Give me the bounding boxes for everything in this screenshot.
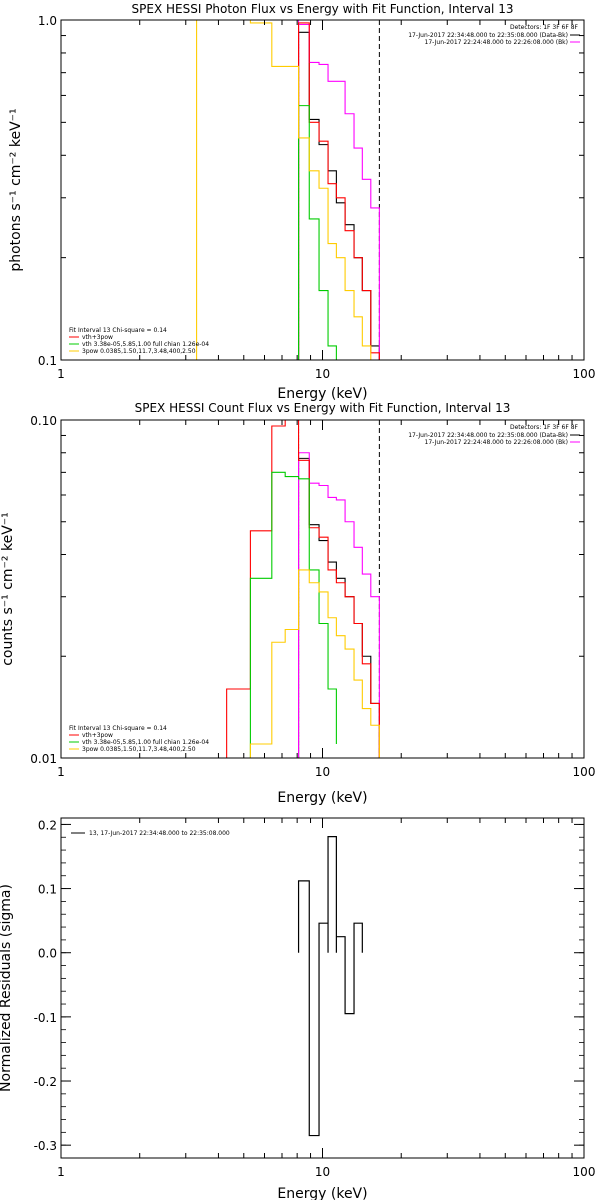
legend-entry: vth+3pow xyxy=(82,732,113,739)
series-vth-3pow xyxy=(226,420,380,758)
legend-entry: vth 3.38e-05,5.85,1.00 full chian 1.26e-… xyxy=(82,341,209,348)
legend-entry: 3pow 0.0385,1.50,11.7,3.48,400,2.50 xyxy=(82,746,196,753)
y-axis-label: Normalized Residuals (sigma) xyxy=(0,884,14,1092)
legend-entry: 3pow 0.0385,1.50,11.7,3.48,400,2.50 xyxy=(82,348,196,355)
chart-panel-3: 1 10 100 0.2 0.1 0.0 -0.1 -0.2 -0.3 Energy (keV) N… xyxy=(0,817,595,1200)
y-tick-label: 0.0 xyxy=(38,947,57,961)
x-tick-label: 10 xyxy=(315,765,330,779)
x-axis-label: Energy (keV) xyxy=(277,386,367,402)
residual-bar xyxy=(328,837,336,953)
residual-bar xyxy=(345,953,354,1014)
x-tick-label: 1 xyxy=(57,765,65,779)
y-tick-label: 1.0 xyxy=(38,14,57,28)
step-line xyxy=(249,471,337,758)
step-line xyxy=(196,20,380,360)
residual-bar xyxy=(299,881,310,953)
residual-bar xyxy=(319,923,328,953)
plot-frame xyxy=(60,817,585,1159)
series-vth-3pow xyxy=(298,22,380,360)
step-line xyxy=(298,23,380,360)
legend-entry: 17-Jun-2017 22:24:48.000 to 22:26:08.000… xyxy=(425,439,568,446)
step-line xyxy=(249,569,380,758)
y-tick-label: 0.01 xyxy=(30,752,57,766)
chart-panel-2: 1 10 100 0.01 0.10 SPEX HESSI Count Flux vs E… xyxy=(0,401,595,806)
x-tick-label: 1 xyxy=(57,1165,65,1179)
step-line xyxy=(298,452,380,758)
series-3pow xyxy=(196,20,380,360)
series-3pow xyxy=(249,569,380,758)
series-bk xyxy=(298,23,380,360)
legend-header: Detectors: 1F 3F 6F 8F xyxy=(510,424,579,431)
y-axis: 0.2 0.1 0.0 -0.1 -0.2 -0.3 xyxy=(34,818,584,1153)
legend-bottom-left: Fit Interval 13 Chi-square = 0.14vth+3po… xyxy=(69,725,209,753)
legend-top-left: 13, 17-Jun-2017 22:34:48.000 to 22:35:08… xyxy=(71,830,230,837)
y-tick-label: 0.10 xyxy=(30,414,57,428)
series-data-bk xyxy=(298,457,380,758)
y-tick-label: 0.1 xyxy=(38,883,57,897)
x-axis: 1 10 100 xyxy=(57,818,595,1179)
y-tick-label: 0.1 xyxy=(38,354,57,368)
step-line xyxy=(298,457,380,758)
x-tick-label: 100 xyxy=(573,367,596,381)
x-axis-label: Energy (keV) xyxy=(277,1186,367,1200)
chart-panel-1: 1 10 100 0.1 1.0 SPEX HESSI Photon Flux vs En… xyxy=(8,2,595,402)
residual-bar xyxy=(354,923,362,953)
chart-title: SPEX HESSI Photon Flux vs Energy with Fi… xyxy=(132,2,514,16)
plot-frame xyxy=(60,19,585,361)
legend-header: Fit Interval 13 Chi-square = 0.14 xyxy=(69,725,167,732)
legend-header: Fit Interval 13 Chi-square = 0.14 xyxy=(69,327,167,334)
legend-entry: vth+3pow xyxy=(82,334,113,341)
legend-header: Detectors: 1F 3F 6F 8F xyxy=(510,24,579,31)
x-axis-label: Energy (keV) xyxy=(277,790,367,806)
y-tick-label: -0.2 xyxy=(34,1075,57,1089)
y-tick-label: -0.1 xyxy=(34,1011,57,1025)
legend-entry: 17-Jun-2017 22:34:48.000 to 22:35:08.000… xyxy=(408,32,568,39)
x-tick-label: 10 xyxy=(315,1165,330,1179)
x-axis: 1 10 100 xyxy=(57,420,595,779)
y-axis: 0.1 1.0 xyxy=(38,14,584,368)
x-tick-label: 100 xyxy=(573,1165,596,1179)
legend-entry: vth 3.38e-05,5.85,1.00 full chian 1.26e-… xyxy=(82,739,209,746)
chart-title: SPEX HESSI Count Flux vs Energy with Fit… xyxy=(135,401,511,415)
plot-area xyxy=(196,20,380,360)
legend-entry: 17-Jun-2017 22:34:48.000 to 22:35:08.000… xyxy=(408,432,568,439)
x-axis: 1 10 100 xyxy=(57,20,595,381)
series-vth xyxy=(249,471,337,758)
y-tick-label: 0.2 xyxy=(38,818,57,832)
plot-area xyxy=(297,836,363,1137)
series-bk xyxy=(298,452,380,758)
y-axis-label: counts s⁻¹ cm⁻² keV⁻¹ xyxy=(0,512,16,666)
step-line xyxy=(298,22,380,360)
x-tick-label: 100 xyxy=(573,765,596,779)
series-13-17-jun-2017-22-34-48-000-to xyxy=(297,836,363,1137)
plot-area xyxy=(226,420,380,758)
residual-bar xyxy=(309,953,319,1136)
legend-bottom-left: Fit Interval 13 Chi-square = 0.14vth+3po… xyxy=(69,327,209,355)
x-tick-label: 1 xyxy=(57,367,65,381)
step-line xyxy=(226,420,380,758)
y-tick-label: -0.3 xyxy=(34,1139,57,1153)
step-line xyxy=(298,105,337,360)
series-vth xyxy=(298,105,337,360)
y-axis-label: photons s⁻¹ cm⁻² keV⁻¹ xyxy=(8,108,24,271)
residual-bar xyxy=(336,937,345,953)
x-tick-label: 10 xyxy=(315,367,330,381)
plot-frame xyxy=(60,419,585,759)
y-axis: 0.01 0.10 xyxy=(30,414,584,766)
legend-entry: 13, 17-Jun-2017 22:34:48.000 to 22:35:08… xyxy=(89,830,230,837)
legend-entry: 17-Jun-2017 22:24:48.000 to 22:26:08.000… xyxy=(425,39,568,46)
